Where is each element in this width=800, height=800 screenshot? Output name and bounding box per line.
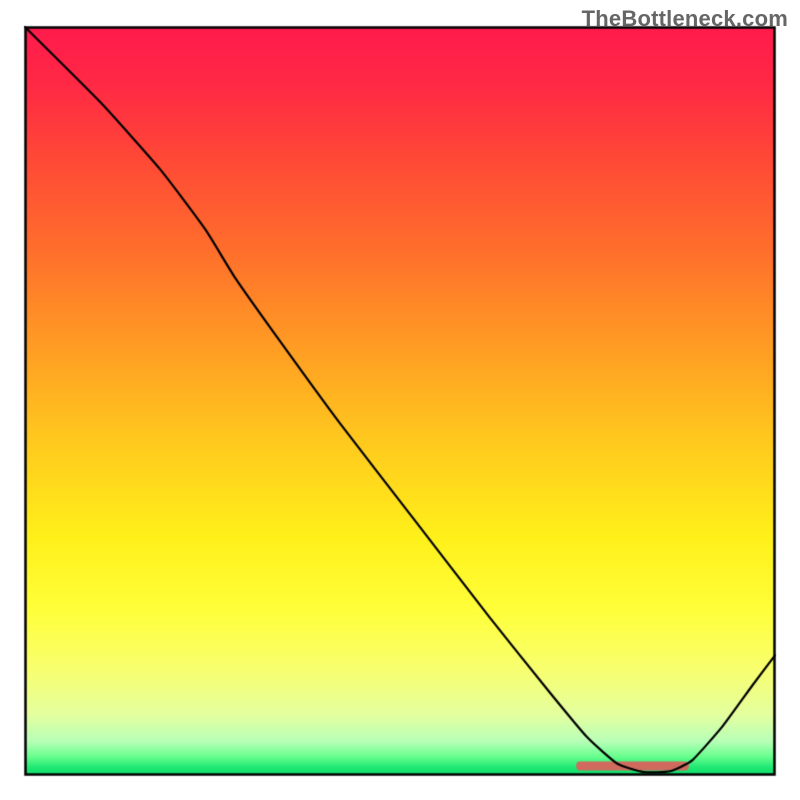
bottleneck-chart: [0, 0, 800, 800]
